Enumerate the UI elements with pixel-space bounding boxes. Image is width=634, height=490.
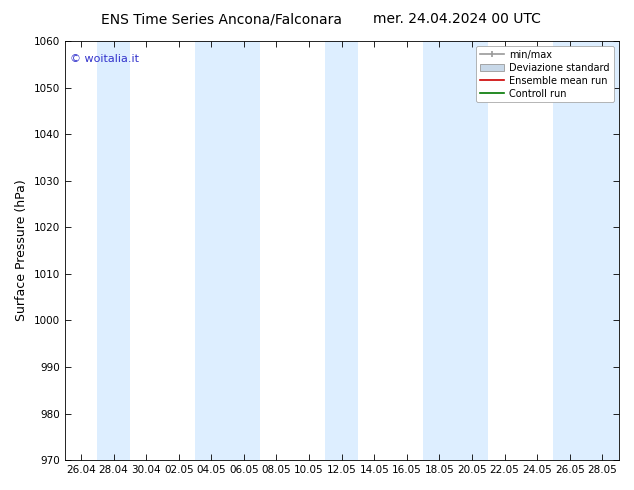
Bar	[195, 41, 260, 460]
Legend: min/max, Deviazione standard, Ensemble mean run, Controll run: min/max, Deviazione standard, Ensemble m…	[476, 46, 614, 102]
Text: © woitalia.it: © woitalia.it	[70, 53, 139, 64]
Bar	[423, 41, 488, 460]
Bar	[553, 41, 619, 460]
Bar	[325, 41, 358, 460]
Bar	[97, 41, 130, 460]
Y-axis label: Surface Pressure (hPa): Surface Pressure (hPa)	[15, 180, 28, 321]
Text: ENS Time Series Ancona/Falconara: ENS Time Series Ancona/Falconara	[101, 12, 342, 26]
Text: mer. 24.04.2024 00 UTC: mer. 24.04.2024 00 UTC	[373, 12, 540, 26]
